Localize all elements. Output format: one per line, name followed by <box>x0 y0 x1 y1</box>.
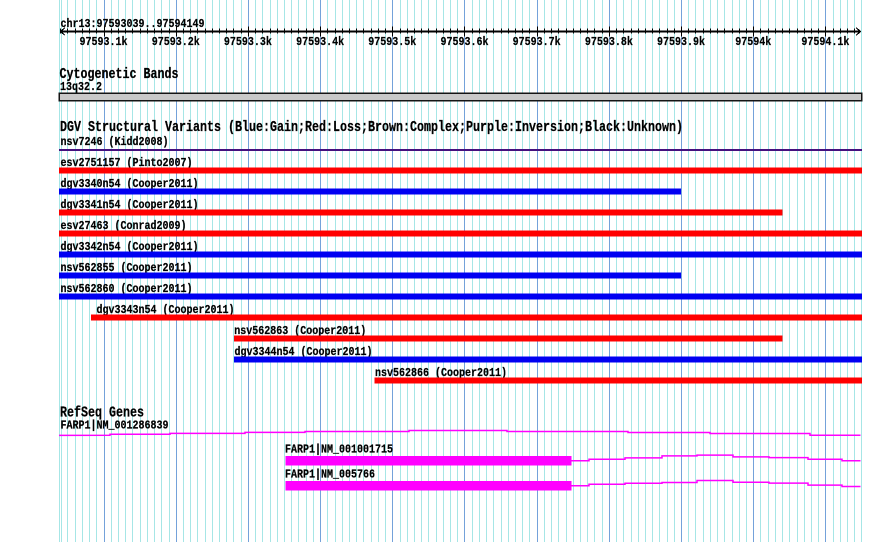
svg-text:97593.2k: 97593.2k <box>152 36 200 50</box>
svg-text:dgv3344n54 (Cooper2011): dgv3344n54 (Cooper2011) <box>235 346 373 360</box>
svg-text:97593.8k: 97593.8k <box>585 36 633 50</box>
svg-text:97593.5k: 97593.5k <box>368 36 416 50</box>
svg-text:nsv562860 (Cooper2011): nsv562860 (Cooper2011) <box>61 283 193 297</box>
svg-text:dgv3343n54 (Cooper2011): dgv3343n54 (Cooper2011) <box>97 304 235 318</box>
svg-text:nsv562855 (Cooper2011): nsv562855 (Cooper2011) <box>61 262 193 276</box>
svg-text:esv27463 (Conrad2009): esv27463 (Conrad2009) <box>61 220 187 234</box>
svg-text:13q32.2: 13q32.2 <box>60 81 102 95</box>
svg-text:97593.9k: 97593.9k <box>657 36 705 50</box>
svg-text:Cytogenetic Bands: Cytogenetic Bands <box>60 67 179 83</box>
svg-text:chr13:97593039..97594149: chr13:97593039..97594149 <box>61 18 205 32</box>
svg-text:dgv3340n54 (Cooper2011): dgv3340n54 (Cooper2011) <box>61 178 199 192</box>
svg-text:FARP1|NM_001286839: FARP1|NM_001286839 <box>61 419 169 433</box>
svg-text:nsv562866 (Cooper2011): nsv562866 (Cooper2011) <box>375 367 507 381</box>
svg-text:97593.6k: 97593.6k <box>440 36 488 50</box>
svg-text:nsv562863 (Cooper2011): nsv562863 (Cooper2011) <box>234 325 366 339</box>
svg-text:FARP1|NM_001001715: FARP1|NM_001001715 <box>285 443 393 457</box>
svg-text:esv2751157 (Pinto2007): esv2751157 (Pinto2007) <box>61 157 193 171</box>
svg-text:dgv3341n54 (Cooper2011): dgv3341n54 (Cooper2011) <box>61 199 199 213</box>
svg-text:nsv7246 (Kidd2008): nsv7246 (Kidd2008) <box>61 136 169 150</box>
svg-text:dgv3342n54 (Cooper2011): dgv3342n54 (Cooper2011) <box>61 241 199 255</box>
svg-text:97593.4k: 97593.4k <box>296 36 344 50</box>
svg-text:97594.1k: 97594.1k <box>801 36 849 50</box>
svg-text:97593.1k: 97593.1k <box>80 36 128 50</box>
svg-text:FARP1|NM_005766: FARP1|NM_005766 <box>285 468 375 482</box>
svg-text:DGV Structural Variants (Blue:: DGV Structural Variants (Blue:Gain;Red:L… <box>60 121 683 137</box>
svg-text:RefSeq Genes: RefSeq Genes <box>60 406 144 422</box>
svg-text:97593.7k: 97593.7k <box>513 36 561 50</box>
svg-text:97594k: 97594k <box>735 36 771 50</box>
svg-text:97593.3k: 97593.3k <box>224 36 272 50</box>
